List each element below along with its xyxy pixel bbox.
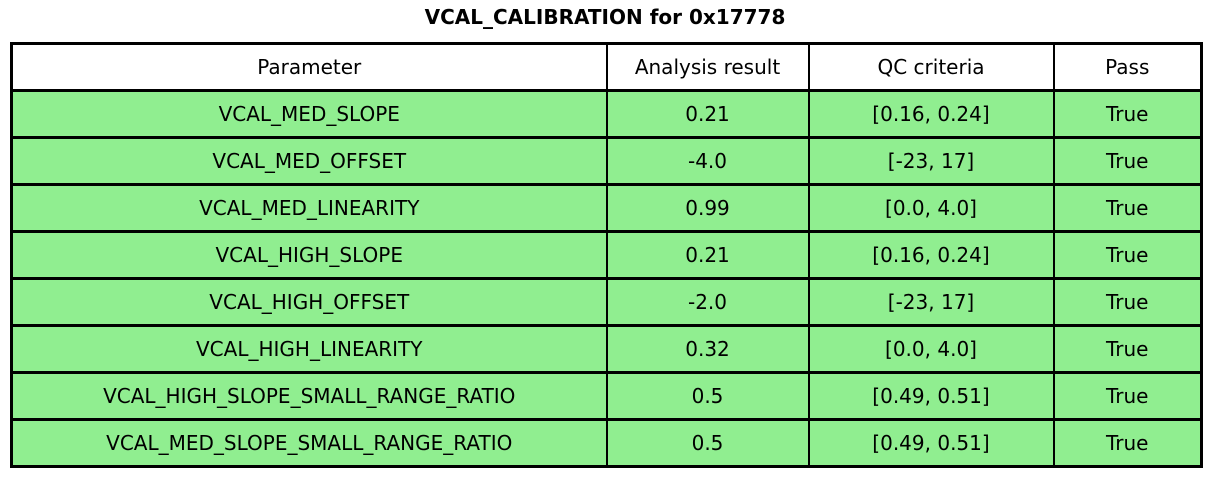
pass-cell: True [1052,230,1203,280]
analysis-result-cell: 0.32 [605,324,810,374]
analysis-result-cell: -2.0 [605,277,810,327]
analysis-result-cell: 0.21 [605,230,810,280]
table-body: VCAL_MED_SLOPE 0.21 [0.16, 0.24] True VCAL_M… [10,89,1203,468]
col-header-qc-criteria: QC criteria [807,42,1055,92]
qc-table: Parameter Analysis result QC criteria Pa… [10,42,1203,468]
table-row: VCAL_MED_SLOPE_SMALL_RANGE_RATIO 0.5 [0.49… [10,418,1203,468]
qc-criteria-cell: [0.0, 4.0] [807,183,1055,233]
parameter-cell: VCAL_MED_LINEARITY [10,183,608,233]
parameter-cell: VCAL_HIGH_LINEARITY [10,324,608,374]
page-title: VCAL_CALIBRATION for 0x17778 [424,5,786,29]
qc-criteria-cell: [-23, 17] [807,136,1055,186]
analysis-result-cell: 0.5 [605,371,810,421]
qc-criteria-cell: [-23, 17] [807,277,1055,327]
pass-cell: True [1052,371,1203,421]
pass-cell: True [1052,324,1203,374]
qc-criteria-cell: [0.16, 0.24] [807,230,1055,280]
col-header-pass: Pass [1052,42,1203,92]
qc-criteria-cell: [0.49, 0.51] [807,418,1055,468]
parameter-cell: VCAL_MED_OFFSET [10,136,608,186]
analysis-result-cell: -4.0 [605,136,810,186]
col-header-analysis-result: Analysis result [605,42,810,92]
table-row: VCAL_MED_OFFSET -4.0 [-23, 17] True [10,136,1203,186]
parameter-cell: VCAL_HIGH_SLOPE_SMALL_RANGE_RATIO [10,371,608,421]
parameter-cell: VCAL_MED_SLOPE_SMALL_RANGE_RATIO [10,418,608,468]
analysis-result-cell: 0.21 [605,89,810,139]
pass-cell: True [1052,136,1203,186]
table-row: VCAL_HIGH_SLOPE_SMALL_RANGE_RATIO 0.5 [0.4… [10,371,1203,421]
pass-cell: True [1052,277,1203,327]
analysis-result-cell: 0.5 [605,418,810,468]
table-row: VCAL_HIGH_LINEARITY 0.32 [0.0, 4.0] True [10,324,1203,374]
table-row: VCAL_HIGH_OFFSET -2.0 [-23, 17] True [10,277,1203,327]
pass-cell: True [1052,183,1203,233]
pass-cell: True [1052,89,1203,139]
analysis-result-cell: 0.99 [605,183,810,233]
qc-criteria-cell: [0.16, 0.24] [807,89,1055,139]
table-row: VCAL_HIGH_SLOPE 0.21 [0.16, 0.24] True [10,230,1203,280]
parameter-cell: VCAL_MED_SLOPE [10,89,608,139]
parameter-cell: VCAL_HIGH_OFFSET [10,277,608,327]
qc-criteria-cell: [0.49, 0.51] [807,371,1055,421]
pass-cell: True [1052,418,1203,468]
col-header-parameter: Parameter [10,42,608,92]
table-row: VCAL_MED_SLOPE 0.21 [0.16, 0.24] True [10,89,1203,139]
header-row: Parameter Analysis result QC criteria Pa… [10,42,1203,92]
table-row: VCAL_MED_LINEARITY 0.99 [0.0, 4.0] True [10,183,1203,233]
parameter-cell: VCAL_HIGH_SLOPE [10,230,608,280]
qc-criteria-cell: [0.0, 4.0] [807,324,1055,374]
